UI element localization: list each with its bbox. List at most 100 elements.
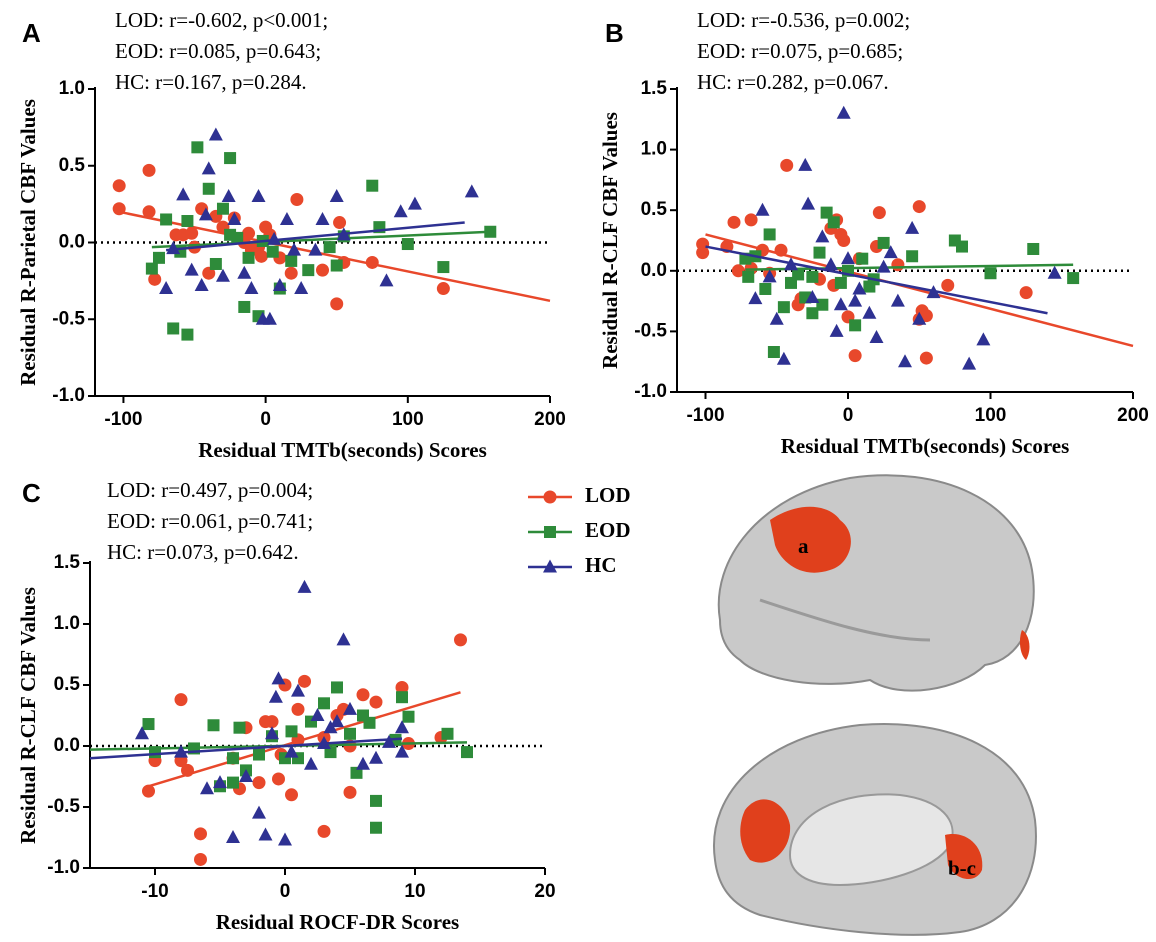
point	[265, 726, 279, 740]
point	[891, 258, 905, 272]
point	[185, 226, 199, 240]
x-tick-label: 100	[975, 405, 1007, 426]
point	[344, 727, 356, 740]
point	[304, 756, 318, 770]
y-tick-label: 0.0	[54, 735, 80, 756]
y-tick-label: 1.5	[54, 552, 81, 573]
point	[962, 356, 977, 370]
point	[145, 262, 158, 275]
legend-label: LOD	[585, 483, 631, 507]
point	[1019, 286, 1033, 300]
point	[251, 188, 266, 202]
x-tick-label: 0	[280, 881, 291, 902]
point	[883, 245, 898, 259]
y-tick-label: 0.5	[59, 155, 86, 176]
point	[285, 788, 298, 802]
point	[291, 702, 305, 716]
point	[278, 832, 292, 846]
point	[254, 249, 268, 263]
point	[239, 769, 253, 782]
point	[290, 193, 304, 207]
point	[194, 852, 207, 866]
activation	[770, 506, 851, 573]
point	[227, 211, 242, 225]
annotation: HC: r=0.167, p=0.284.	[115, 70, 307, 94]
point	[294, 281, 309, 295]
point	[401, 238, 414, 251]
brain-medial: b-c	[712, 723, 1037, 936]
point	[837, 234, 851, 247]
point	[226, 830, 240, 843]
point	[877, 236, 890, 249]
x-tick-label: -100	[686, 405, 724, 426]
annotation: HC: r=0.073, p=0.642.	[107, 540, 299, 564]
activation	[740, 799, 791, 863]
brain-lateral: a	[717, 474, 1035, 692]
point	[167, 322, 180, 335]
point	[285, 254, 298, 267]
point	[252, 776, 266, 790]
point	[759, 282, 772, 295]
y-tick-label: -1.0	[52, 385, 85, 406]
y-tick-label: -1.0	[634, 381, 667, 402]
point	[284, 744, 299, 758]
point	[224, 152, 237, 165]
point	[841, 251, 855, 265]
y-tick-label: 1.0	[641, 139, 667, 160]
annotation: LOD: r=0.497, p=0.004;	[107, 478, 313, 502]
point	[984, 267, 997, 280]
x-tick-label: 200	[534, 409, 566, 430]
point	[265, 715, 279, 729]
point	[905, 220, 920, 234]
point	[237, 265, 252, 279]
point	[464, 184, 479, 198]
y-tick-label: -0.5	[52, 308, 85, 329]
point	[696, 246, 710, 260]
point	[370, 794, 382, 807]
point	[231, 231, 244, 244]
point	[436, 282, 450, 296]
point	[272, 772, 285, 786]
point	[316, 263, 329, 277]
point	[253, 748, 265, 761]
point	[941, 278, 955, 292]
point	[441, 727, 454, 740]
annotation: EOD: r=0.061, p=0.741;	[107, 509, 313, 533]
point	[184, 262, 199, 276]
point	[271, 671, 286, 685]
y-tick-label: 1.0	[59, 78, 85, 99]
point	[856, 252, 869, 265]
point	[268, 689, 283, 703]
point	[370, 821, 382, 834]
point	[869, 329, 884, 343]
y-tick-label: -0.5	[634, 320, 667, 341]
point	[238, 300, 251, 313]
panel-label: C	[22, 478, 41, 508]
annotation: HC: r=0.282, p=0.067.	[697, 70, 889, 94]
point	[262, 311, 277, 325]
point	[834, 276, 847, 289]
point	[329, 188, 344, 202]
point	[816, 298, 829, 311]
point	[174, 744, 188, 758]
point	[848, 349, 862, 363]
point	[148, 272, 162, 286]
point	[287, 242, 302, 256]
activation	[945, 834, 983, 880]
point	[777, 301, 790, 314]
point	[242, 226, 256, 240]
fit-line	[705, 233, 1134, 348]
point	[382, 734, 396, 748]
x-axis-label: Residual TMTb(seconds) Scores	[198, 438, 487, 462]
point	[207, 719, 220, 732]
panel-label: B	[605, 18, 624, 48]
legend-marker	[543, 490, 557, 504]
x-tick-label: 20	[534, 881, 555, 902]
brain-label: b-c	[948, 856, 976, 880]
point	[308, 242, 323, 256]
point	[742, 270, 755, 283]
point	[142, 718, 155, 731]
point	[208, 127, 223, 141]
